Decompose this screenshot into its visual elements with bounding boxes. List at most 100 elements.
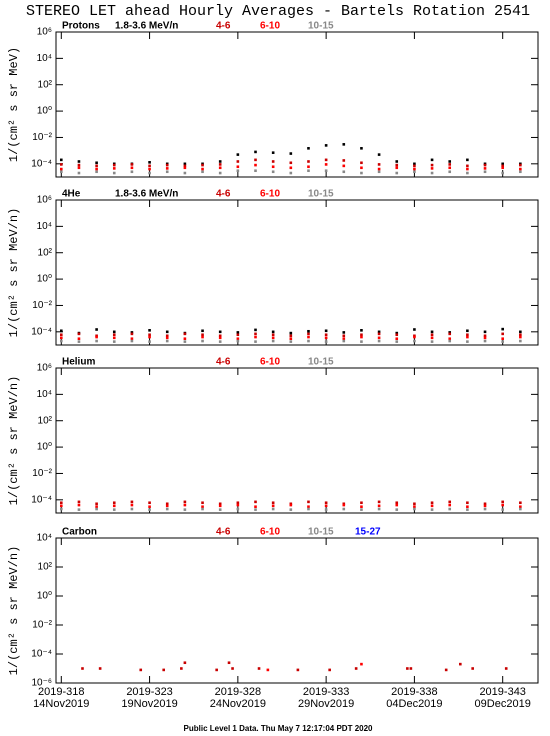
data-point bbox=[395, 171, 399, 175]
data-point bbox=[377, 500, 381, 504]
x-tick-date: 29Nov2019 bbox=[298, 698, 354, 710]
data-point bbox=[324, 336, 328, 340]
data-point bbox=[180, 667, 183, 670]
data-point bbox=[289, 337, 293, 341]
data-point bbox=[483, 336, 487, 340]
data-point bbox=[271, 330, 275, 334]
data-point bbox=[95, 170, 98, 174]
data-point bbox=[360, 335, 363, 339]
legend-entry: 4-6 bbox=[216, 357, 231, 368]
data-point bbox=[354, 667, 358, 670]
data-point bbox=[183, 332, 187, 336]
data-point bbox=[201, 163, 204, 167]
data-point bbox=[377, 153, 381, 156]
data-point bbox=[289, 331, 293, 335]
data-point bbox=[130, 163, 134, 166]
data-point bbox=[459, 662, 462, 666]
data-point bbox=[218, 171, 222, 175]
data-point bbox=[307, 507, 310, 511]
data-point bbox=[377, 170, 381, 174]
y-tick-label: 10⁰ bbox=[37, 442, 52, 453]
data-point bbox=[201, 329, 204, 333]
page-title: STEREO LET ahead Hourly Averages - Barte… bbox=[26, 3, 530, 20]
data-point bbox=[130, 337, 134, 341]
data-point bbox=[183, 500, 187, 504]
data-point bbox=[307, 147, 310, 150]
data-point bbox=[324, 340, 328, 343]
data-point bbox=[448, 500, 452, 504]
data-point bbox=[59, 333, 63, 337]
data-point bbox=[430, 167, 434, 170]
data-point bbox=[112, 163, 116, 167]
data-point bbox=[165, 339, 169, 343]
data-point bbox=[77, 508, 81, 511]
data-point bbox=[77, 160, 81, 163]
data-point bbox=[466, 329, 469, 333]
data-point bbox=[77, 163, 81, 167]
data-point bbox=[112, 501, 116, 505]
data-point bbox=[342, 334, 346, 338]
plot-frame bbox=[55, 537, 539, 684]
data-point bbox=[236, 339, 240, 343]
data-point bbox=[148, 171, 151, 175]
data-point bbox=[139, 668, 143, 672]
data-point bbox=[483, 502, 487, 506]
data-point bbox=[271, 160, 275, 163]
data-point bbox=[430, 504, 434, 508]
data-point bbox=[360, 147, 363, 150]
data-point bbox=[231, 667, 234, 670]
data-point bbox=[395, 333, 399, 337]
x-tick-label: 2019-323 bbox=[126, 686, 173, 698]
data-point bbox=[448, 166, 452, 170]
data-point bbox=[342, 164, 346, 168]
data-point bbox=[395, 163, 399, 167]
data-point bbox=[165, 502, 169, 506]
data-point bbox=[148, 161, 151, 164]
data-point bbox=[254, 340, 257, 343]
data-point bbox=[501, 503, 504, 507]
data-point bbox=[254, 158, 257, 162]
data-point bbox=[266, 668, 270, 672]
y-tick-label: 10⁻⁴ bbox=[31, 494, 52, 505]
y-tick-label: 10⁰ bbox=[37, 106, 52, 117]
data-point bbox=[430, 333, 434, 337]
data-point bbox=[254, 508, 257, 511]
data-point bbox=[430, 501, 434, 505]
data-point bbox=[413, 335, 416, 339]
data-point bbox=[271, 501, 275, 505]
data-point bbox=[165, 163, 169, 167]
data-point bbox=[148, 335, 151, 339]
data-point bbox=[519, 505, 522, 509]
data-point bbox=[59, 163, 63, 166]
data-point bbox=[328, 668, 331, 672]
legend-entry: 6-10 bbox=[260, 357, 280, 368]
data-point bbox=[183, 166, 187, 170]
data-point bbox=[430, 171, 434, 175]
data-point bbox=[98, 667, 102, 670]
data-point bbox=[501, 500, 504, 504]
data-point bbox=[95, 507, 98, 511]
data-point bbox=[406, 667, 409, 670]
data-point bbox=[324, 169, 328, 173]
x-tick-label: 2019-328 bbox=[215, 686, 262, 698]
data-point bbox=[218, 334, 222, 338]
data-point bbox=[236, 160, 240, 163]
data-point bbox=[77, 171, 81, 175]
data-point bbox=[307, 329, 310, 333]
data-point bbox=[112, 171, 116, 175]
data-point bbox=[324, 504, 328, 508]
data-point bbox=[409, 667, 413, 670]
data-point bbox=[342, 507, 346, 511]
data-point bbox=[501, 327, 504, 331]
x-tick-date: 19Nov2019 bbox=[121, 698, 177, 710]
data-point bbox=[501, 340, 504, 343]
data-point bbox=[236, 337, 240, 341]
data-point bbox=[254, 163, 257, 167]
data-point bbox=[519, 167, 522, 171]
y-tick-label: 10⁻⁴ bbox=[31, 326, 52, 337]
data-point bbox=[342, 170, 346, 174]
data-point bbox=[413, 170, 416, 174]
data-point bbox=[95, 328, 98, 331]
data-point bbox=[148, 333, 151, 337]
data-point bbox=[466, 167, 469, 171]
